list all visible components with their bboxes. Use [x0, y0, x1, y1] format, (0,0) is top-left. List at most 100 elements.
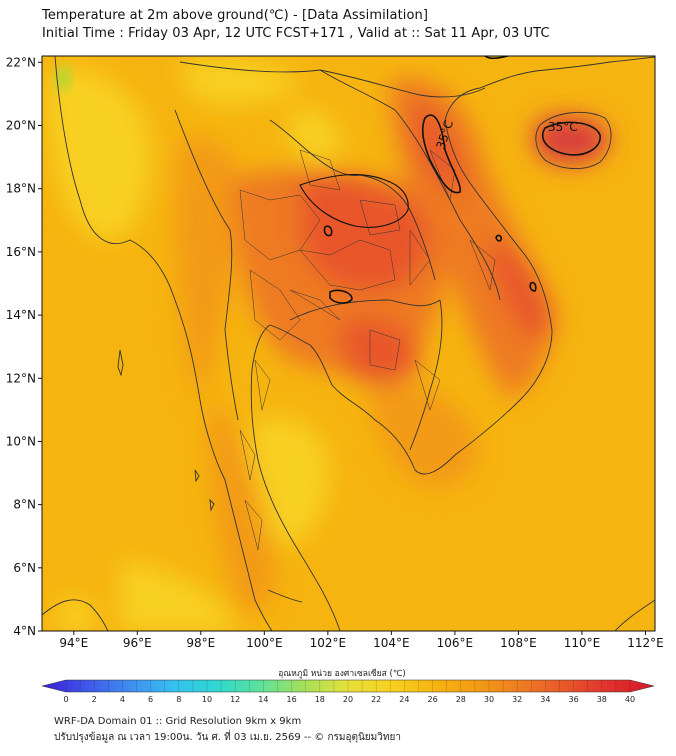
hot-zone-hainan — [533, 115, 610, 165]
colorbar-tick-label: 12 — [230, 695, 240, 704]
colorbar-tick-label: 38 — [597, 695, 607, 704]
warm-zone-peninsula — [209, 400, 276, 613]
cool-zone-northwest — [48, 67, 151, 240]
contour-central-thailand — [329, 289, 353, 304]
lat-tick-label: 18°N — [6, 182, 36, 196]
province-lines — [239, 149, 496, 551]
lat-tick-label: 8°N — [13, 498, 36, 512]
lat-tick-label: 22°N — [6, 55, 36, 69]
colorbar-tick-label: 32 — [512, 695, 522, 704]
colorbar-tick-label: 18 — [315, 695, 325, 704]
lat-tick-label: 14°N — [6, 308, 36, 322]
coastline-hainan — [535, 112, 612, 169]
footer-model-info: WRF-DA Domain 01 :: Grid Resolution 9km … — [54, 716, 302, 727]
colorbar-tick-label: 20 — [343, 695, 353, 704]
lat-tick-label: 10°N — [6, 434, 36, 448]
coastline-china — [479, 56, 655, 89]
hot-zone-cambodia — [340, 317, 420, 384]
colorbar-tick-label: 22 — [371, 695, 381, 704]
coastline-andaman — [117, 349, 124, 377]
contours-35C — [299, 56, 601, 304]
colorbar-tick-label: 30 — [484, 695, 494, 704]
colorbar-tick-label: 26 — [428, 695, 438, 704]
cool-zone-sumatra — [55, 597, 96, 631]
map-frame — [41, 55, 656, 632]
border-thailand-cambodia — [289, 299, 441, 321]
coastline-sumatra — [42, 599, 109, 631]
colorbar-tick-label: 14 — [258, 695, 268, 704]
coastline-peninsula-west — [224, 479, 273, 631]
colorbar: อุณหภูมิ หน่วย องศาเซลเซียส (℃) 0 2 4 6 8 10 1… — [41, 668, 655, 704]
lat-tick-label: 20°N — [6, 119, 36, 133]
temperature-field: 35°C 35°C — [42, 56, 655, 631]
border-laos-vietnam — [319, 69, 501, 301]
border-thailand-malaysia — [267, 589, 303, 603]
colorbar-tick-label: 40 — [625, 695, 635, 704]
colorbar-ticks: 0 2 4 6 8 10 12 14 16 18 20 22 24 26 28 30 32 34 36 38 40 — [63, 680, 635, 704]
contour-label-hainan: 35°C — [548, 120, 578, 134]
border-myanmar-thailand — [174, 109, 239, 421]
colorbar-tick-label: 16 — [287, 695, 297, 704]
colorbar-tick-label: 28 — [456, 695, 466, 704]
colorbar-tick-label: 0 — [63, 695, 68, 704]
colorbar-tick-label: 6 — [148, 695, 153, 704]
border-china-north — [179, 61, 486, 98]
lon-tick-label: 96°E — [123, 636, 152, 650]
contour-vietnam-small-2 — [529, 281, 537, 292]
coastline-cambodia-vietnam — [374, 329, 553, 475]
warm-zone-myanmar — [175, 138, 242, 401]
contour-laos-outline — [299, 174, 409, 228]
lon-tick-label: 100°E — [246, 636, 283, 650]
cool-spot-northwest — [56, 66, 70, 90]
coastline-vietnam-east — [444, 87, 553, 331]
contour-north-vietnam — [422, 114, 462, 194]
cool-zone-north-myanmar — [183, 58, 300, 104]
coastline-gulf-head — [269, 324, 376, 421]
contour-vietnam-small-1 — [495, 234, 503, 242]
colorbar-tick-label: 10 — [202, 695, 212, 704]
lon-tick-label: 104°E — [373, 636, 410, 650]
lon-tick-label: 102°E — [310, 636, 347, 650]
lat-tick-label: 6°N — [13, 561, 36, 575]
lat-tick-label: 4°N — [13, 624, 36, 638]
map-title: Temperature at 2m above ground(℃) - [Dat… — [42, 8, 429, 23]
cool-zone-laos-north — [290, 109, 341, 163]
colorbar-bar — [41, 679, 655, 693]
colorbar-tick-label: 34 — [540, 695, 550, 704]
hot-zone-central-vietnam — [488, 240, 555, 339]
border-cambodia-vietnam — [409, 299, 443, 451]
colorbar-tick-label: 2 — [92, 695, 97, 704]
coastline-borneo — [614, 599, 655, 631]
contour-isan-small — [323, 225, 333, 237]
colorbar-title: อุณหภูมิ หน่วย องศาเซลเซียส (℃) — [278, 668, 405, 679]
hot-zone-isan — [300, 176, 429, 293]
lat-tick-label: 12°N — [6, 371, 36, 385]
footer-update-info: ปรับปรุงข้อมูล ณ เวลา 19:00น. วัน ศ. ที่… — [54, 732, 401, 743]
latitude-axis: 22°N 20°N 18°N 16°N 14°N 12°N 10°N 8°N 6°N 4°N — [6, 55, 42, 638]
map-subtitle: Initial Time : Friday 03 Apr, 12 UTC FCS… — [42, 26, 550, 41]
coastline-island-1 — [194, 469, 200, 483]
contour-hainan — [541, 121, 601, 156]
lat-tick-label: 16°N — [6, 245, 36, 259]
lon-tick-label: 112°E — [627, 636, 664, 650]
coastline-island-2 — [209, 498, 215, 512]
coastline-myanmar — [54, 56, 226, 481]
lon-tick-label: 106°E — [437, 636, 474, 650]
colorbar-tick-label: 36 — [569, 695, 579, 704]
colorbar-tick-label: 24 — [399, 695, 409, 704]
lon-tick-label: 98°E — [186, 636, 215, 650]
lon-tick-label: 94°E — [59, 636, 88, 650]
lon-tick-label: 108°E — [500, 636, 537, 650]
temperature-shading — [48, 58, 610, 631]
longitude-axis: 94°E 96°E 98°E 100°E 102°E 104°E 106°E 108°E 110… — [59, 631, 664, 650]
border-thailand-laos — [269, 119, 436, 281]
lon-tick-label: 110°E — [564, 636, 601, 650]
colorbar-tick-label: 8 — [176, 695, 181, 704]
cool-zone-south-sea — [120, 560, 240, 631]
warm-zone-south-vietnam — [369, 380, 480, 488]
colorbar-tick-label: 4 — [120, 695, 125, 704]
cool-zone-gulf — [249, 417, 330, 544]
coastline-peninsula-east — [250, 324, 341, 631]
coastlines-and-borders — [42, 56, 655, 631]
